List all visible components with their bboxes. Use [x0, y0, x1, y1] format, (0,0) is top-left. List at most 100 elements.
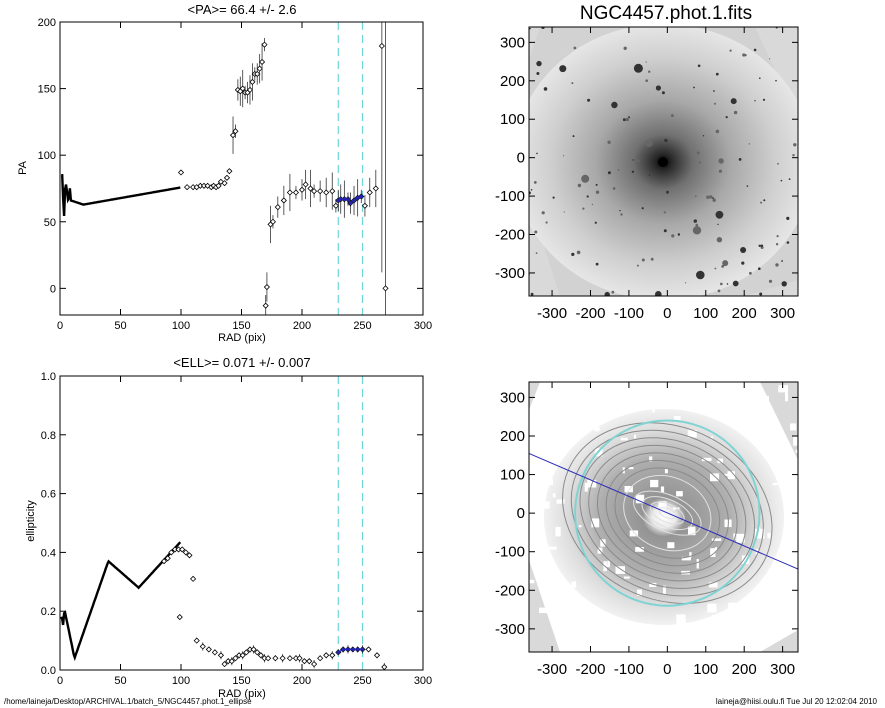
x-tick-label: 300	[414, 320, 432, 332]
star	[762, 98, 766, 101]
star	[636, 264, 639, 267]
star	[663, 211, 666, 214]
data-point	[381, 663, 388, 671]
star	[777, 162, 779, 165]
x-tick-label: 300	[770, 661, 795, 678]
ell-plot-ylabel: ellipticity	[25, 500, 37, 542]
data-point	[221, 661, 228, 668]
pa-plot-title: <PA>= 66.4 +/- 2.6	[188, 2, 297, 17]
mask-patch	[710, 548, 716, 557]
star	[716, 237, 723, 243]
star	[536, 72, 540, 75]
mask-patch	[561, 441, 567, 449]
star	[718, 169, 723, 173]
pa-plot-fit-points	[336, 194, 364, 205]
star	[648, 70, 651, 73]
mask-patch	[652, 391, 660, 394]
star	[709, 195, 713, 199]
mask-patch	[715, 643, 725, 652]
fit-radius-circle	[574, 419, 761, 607]
star	[663, 229, 667, 233]
fit-point	[355, 196, 360, 200]
star	[671, 234, 675, 238]
mask-patch	[593, 641, 603, 650]
y-tick-label: 50	[44, 217, 56, 229]
star	[722, 260, 729, 267]
inner-profile-curve	[61, 173, 181, 216]
fit-point	[348, 201, 353, 205]
mask-patch	[571, 581, 576, 588]
contour-frame	[528, 381, 799, 653]
mask-patch	[563, 629, 571, 638]
data-point	[239, 652, 246, 659]
star	[730, 98, 737, 105]
mask-patch	[578, 525, 582, 528]
star	[536, 152, 538, 155]
star	[661, 91, 665, 95]
data-point	[160, 558, 168, 565]
star	[641, 207, 644, 210]
x-tick-label: 100	[172, 675, 190, 687]
mask-patch	[727, 471, 735, 480]
mask-patch	[733, 533, 736, 540]
data-point	[243, 649, 250, 656]
star	[712, 197, 714, 200]
x-tick-label: -200	[575, 661, 605, 678]
mask-patch	[741, 555, 750, 564]
galaxy-nucleus	[658, 157, 668, 167]
image-frame	[528, 26, 799, 297]
fit-point	[351, 647, 355, 652]
mask-patch	[629, 530, 639, 537]
star	[763, 199, 766, 202]
mask-patch	[649, 456, 653, 462]
y-tick-label: -300	[495, 621, 525, 638]
star	[695, 223, 699, 227]
isophote	[596, 452, 738, 574]
y-tick-label: 0.0	[41, 665, 56, 677]
data-point	[182, 549, 189, 556]
mask-patch	[601, 393, 611, 399]
star	[664, 138, 668, 143]
star	[746, 185, 749, 187]
mask-patch	[758, 433, 767, 440]
pa-plot-fit-range-lines	[337, 22, 364, 315]
data-point	[221, 180, 228, 187]
star	[720, 282, 723, 286]
y-tick-label: -200	[495, 227, 525, 244]
mask-patch	[676, 491, 683, 497]
star	[696, 270, 705, 280]
star	[754, 100, 756, 102]
data-point	[211, 649, 218, 656]
mask-patch	[559, 428, 564, 431]
mask-patch	[673, 507, 680, 510]
mask-patch	[790, 499, 796, 503]
data-point	[272, 655, 279, 662]
star	[607, 171, 611, 175]
y-tick-label: -200	[495, 582, 525, 599]
mask-patch	[791, 561, 798, 568]
x-tick-label: -300	[537, 305, 567, 322]
data-point	[298, 186, 306, 193]
star	[749, 271, 752, 275]
mask-patch	[624, 486, 633, 493]
ell-plot-title: <ELL>= 0.071 +/- 0.007	[173, 355, 310, 370]
star	[744, 54, 747, 57]
star	[641, 258, 645, 262]
x-tick-label: 200	[732, 661, 757, 678]
star	[581, 174, 590, 183]
mask-patch	[711, 538, 722, 541]
star	[759, 292, 763, 296]
star	[714, 102, 716, 105]
data-point	[302, 181, 309, 188]
y-tick-label: 0	[50, 283, 56, 295]
fit-point	[341, 647, 345, 652]
star	[781, 260, 783, 262]
isophote	[588, 444, 747, 582]
star	[563, 211, 565, 213]
data-point	[332, 202, 339, 209]
data-point	[190, 575, 197, 582]
data-point	[286, 189, 293, 196]
pa-plot-xlabel: RAD (pix)	[218, 332, 266, 344]
mask-patch	[781, 568, 785, 574]
star	[776, 235, 779, 238]
